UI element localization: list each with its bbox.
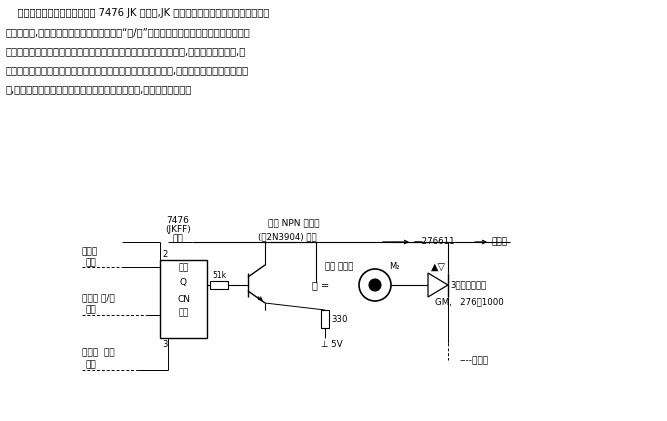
Text: 预置: 预置: [178, 263, 189, 272]
Bar: [321, 310, 329, 328]
Text: 7476: 7476: [167, 216, 189, 225]
Text: 51k: 51k: [212, 271, 226, 280]
Text: 接负载: 接负载: [492, 237, 508, 246]
Text: 输出: 输出: [86, 360, 97, 369]
Text: ----（交流: ----（交流: [460, 356, 489, 365]
Text: 微处理器的译码器输出馈送给 7476 JK 触发器,JK 触发器又通过光电耦合器去触发三端: 微处理器的译码器输出馈送给 7476 JK 触发器,JK 触发器又通过光电耦合器…: [5, 8, 269, 18]
Text: (JKFF): (JKFF): [165, 225, 191, 234]
Text: (如2N3904) 发光: (如2N3904) 发光: [258, 232, 317, 241]
Text: CN: CN: [177, 295, 190, 304]
Text: 本 =: 本 =: [312, 280, 329, 290]
Text: 3: 3: [162, 340, 167, 349]
Text: 2: 2: [162, 250, 167, 259]
Text: 译码器  切断: 译码器 切断: [82, 348, 115, 357]
Text: 任何 NPN 晶体管: 任何 NPN 晶体管: [268, 218, 319, 227]
Bar: [210, 281, 228, 289]
Text: 输出: 输出: [86, 258, 97, 267]
Text: 输出: 输出: [86, 305, 97, 314]
Text: M₂: M₂: [389, 262, 400, 271]
Text: 译码器: 译码器: [82, 247, 98, 256]
Bar: [160, 260, 207, 338]
Text: 极管 硫化镉: 极管 硫化镉: [325, 262, 354, 271]
Polygon shape: [428, 273, 448, 297]
Text: —276611: —276611: [414, 237, 456, 246]
Text: 双向可控硅,从而对灯泡或其他交流负载进行“通/断”控制。发光二极管和硫化镉光电管所组: 双向可控硅,从而对灯泡或其他交流负载进行“通/断”控制。发光二极管和硫化镉光电管…: [5, 27, 249, 37]
Text: 是便有一个大小与方向均适宜的控制电压去触发可控硅的控制极,使可控硅导通。当光线消失: 是便有一个大小与方向均适宜的控制电压去触发可控硅的控制极,使可控硅导通。当光线消…: [5, 65, 248, 75]
Text: 译码器 通/断: 译码器 通/断: [82, 293, 115, 302]
Text: 3端双向可控硅: 3端双向可控硅: [450, 280, 486, 289]
Text: Q: Q: [180, 278, 187, 287]
Text: 成的光电耦合器在遮光罩里。当发光二极管发出的光照射到光电管时,光电管的电阻下降,于: 成的光电耦合器在遮光罩里。当发光二极管发出的光照射到光电管时,光电管的电阻下降,…: [5, 46, 245, 56]
Text: ⊥ 5V: ⊥ 5V: [321, 340, 343, 349]
Text: 时,一旦在一个交流周期里可控硅上的电压接近于零,可控硅就被切断。: 时,一旦在一个交流周期里可控硅上的电压接近于零,可控硅就被切断。: [5, 84, 191, 94]
Text: 接通: 接通: [173, 234, 183, 243]
Text: 330: 330: [331, 314, 348, 323]
Text: GM,   276－1000: GM, 276－1000: [435, 297, 504, 306]
Text: 清零: 清零: [178, 308, 189, 317]
Circle shape: [369, 279, 381, 291]
Circle shape: [359, 269, 391, 301]
Text: ▲▽: ▲▽: [430, 262, 446, 272]
